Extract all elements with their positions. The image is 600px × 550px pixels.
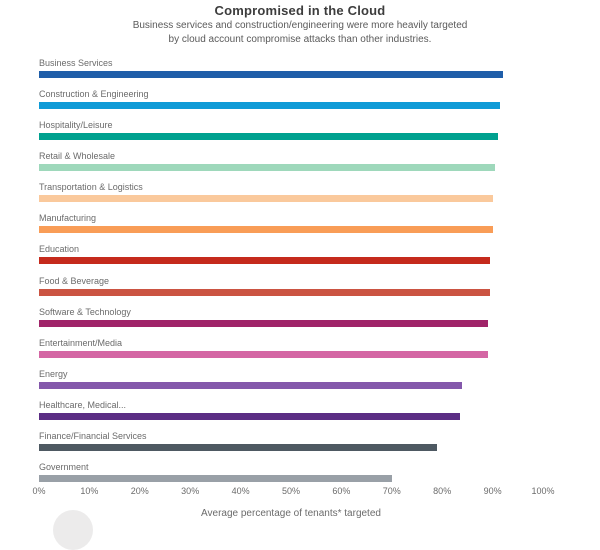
x-axis-tick-label: 30% [181, 486, 200, 496]
x-axis-tick-label: 70% [382, 486, 401, 496]
bar-row: Transportation & Logistics [39, 181, 543, 212]
bar-row: Business Services [39, 57, 543, 88]
bar [39, 71, 503, 78]
bar-label: Food & Beverage [39, 275, 110, 286]
bar [39, 443, 438, 451]
bar-label: Finance/Financial Services [39, 430, 147, 441]
bar-row: Construction & Engineering [39, 88, 543, 119]
bar-row: Entertainment/Media [39, 337, 543, 368]
chart-header: Compromised in the Cloud Business servic… [0, 2, 600, 47]
bar-row: Software & Technology [39, 306, 543, 337]
bar [39, 226, 493, 234]
bar-label: Hospitality/Leisure [39, 120, 113, 131]
x-axis-tick-label: 50% [281, 486, 301, 496]
x-axis-tick-label: 80% [433, 486, 452, 496]
bar [39, 475, 392, 483]
bar [39, 350, 488, 358]
bar-label: Software & Technology [39, 306, 131, 317]
bar-label: Healthcare, Medical... [39, 399, 127, 410]
bar-label: Government [39, 462, 89, 473]
bar-label: Entertainment/Media [39, 337, 123, 348]
bar [39, 102, 501, 110]
bar-label: Energy [39, 368, 68, 379]
chart-title: Compromised in the Cloud [214, 3, 386, 18]
x-axis-tick-label: 0% [32, 486, 46, 496]
bar [39, 133, 498, 141]
x-axis: 0% 10% 20% 30% 40% 50% 60% 70% 80% 90% 100% [32, 486, 554, 498]
bar [39, 257, 491, 265]
partial-circle-widget [53, 510, 93, 550]
bar-row: Government [39, 461, 543, 492]
bar [39, 381, 463, 389]
bar-row: Healthcare, Medical... [39, 399, 543, 430]
bar-row: Retail & Wholesale [39, 150, 543, 181]
bar [39, 412, 460, 420]
bar-row: Food & Beverage [39, 275, 543, 306]
bar [39, 319, 488, 327]
bar-label: Business Services [39, 58, 113, 68]
bar-row: Education [39, 243, 543, 274]
chart-subtitle-line-2: by cloud account compromise attacks than… [168, 34, 432, 45]
bar-label: Transportation & Logistics [39, 182, 143, 193]
bar-label: Education [39, 244, 80, 255]
bar-rows: Business Services Construction & Enginee… [39, 57, 543, 492]
bar-row: Manufacturing [39, 212, 543, 243]
bar [39, 195, 493, 203]
bar-row: Finance/Financial Services [39, 430, 543, 461]
x-axis-tick-label: 100% [531, 486, 555, 496]
bar-row: Energy [39, 368, 543, 399]
chart-subtitle-line-1: Business services and construction/engin… [132, 20, 468, 31]
x-axis-tick-label: 60% [332, 486, 351, 496]
x-axis-tick-label: 10% [80, 486, 99, 496]
bar [39, 164, 496, 172]
bar-row: Hospitality/Leisure [39, 119, 543, 150]
bar [39, 288, 491, 296]
bar-label: Manufacturing [39, 213, 97, 224]
x-axis-tick-label: 20% [130, 486, 149, 496]
bar-label: Construction & Engineering [39, 89, 149, 100]
bar-label: Retail & Wholesale [39, 151, 116, 162]
x-axis-title: Average percentage of tenants* targeted [201, 508, 381, 519]
x-axis-tick-label: 90% [483, 486, 502, 496]
x-axis-tick-label: 40% [231, 486, 250, 496]
